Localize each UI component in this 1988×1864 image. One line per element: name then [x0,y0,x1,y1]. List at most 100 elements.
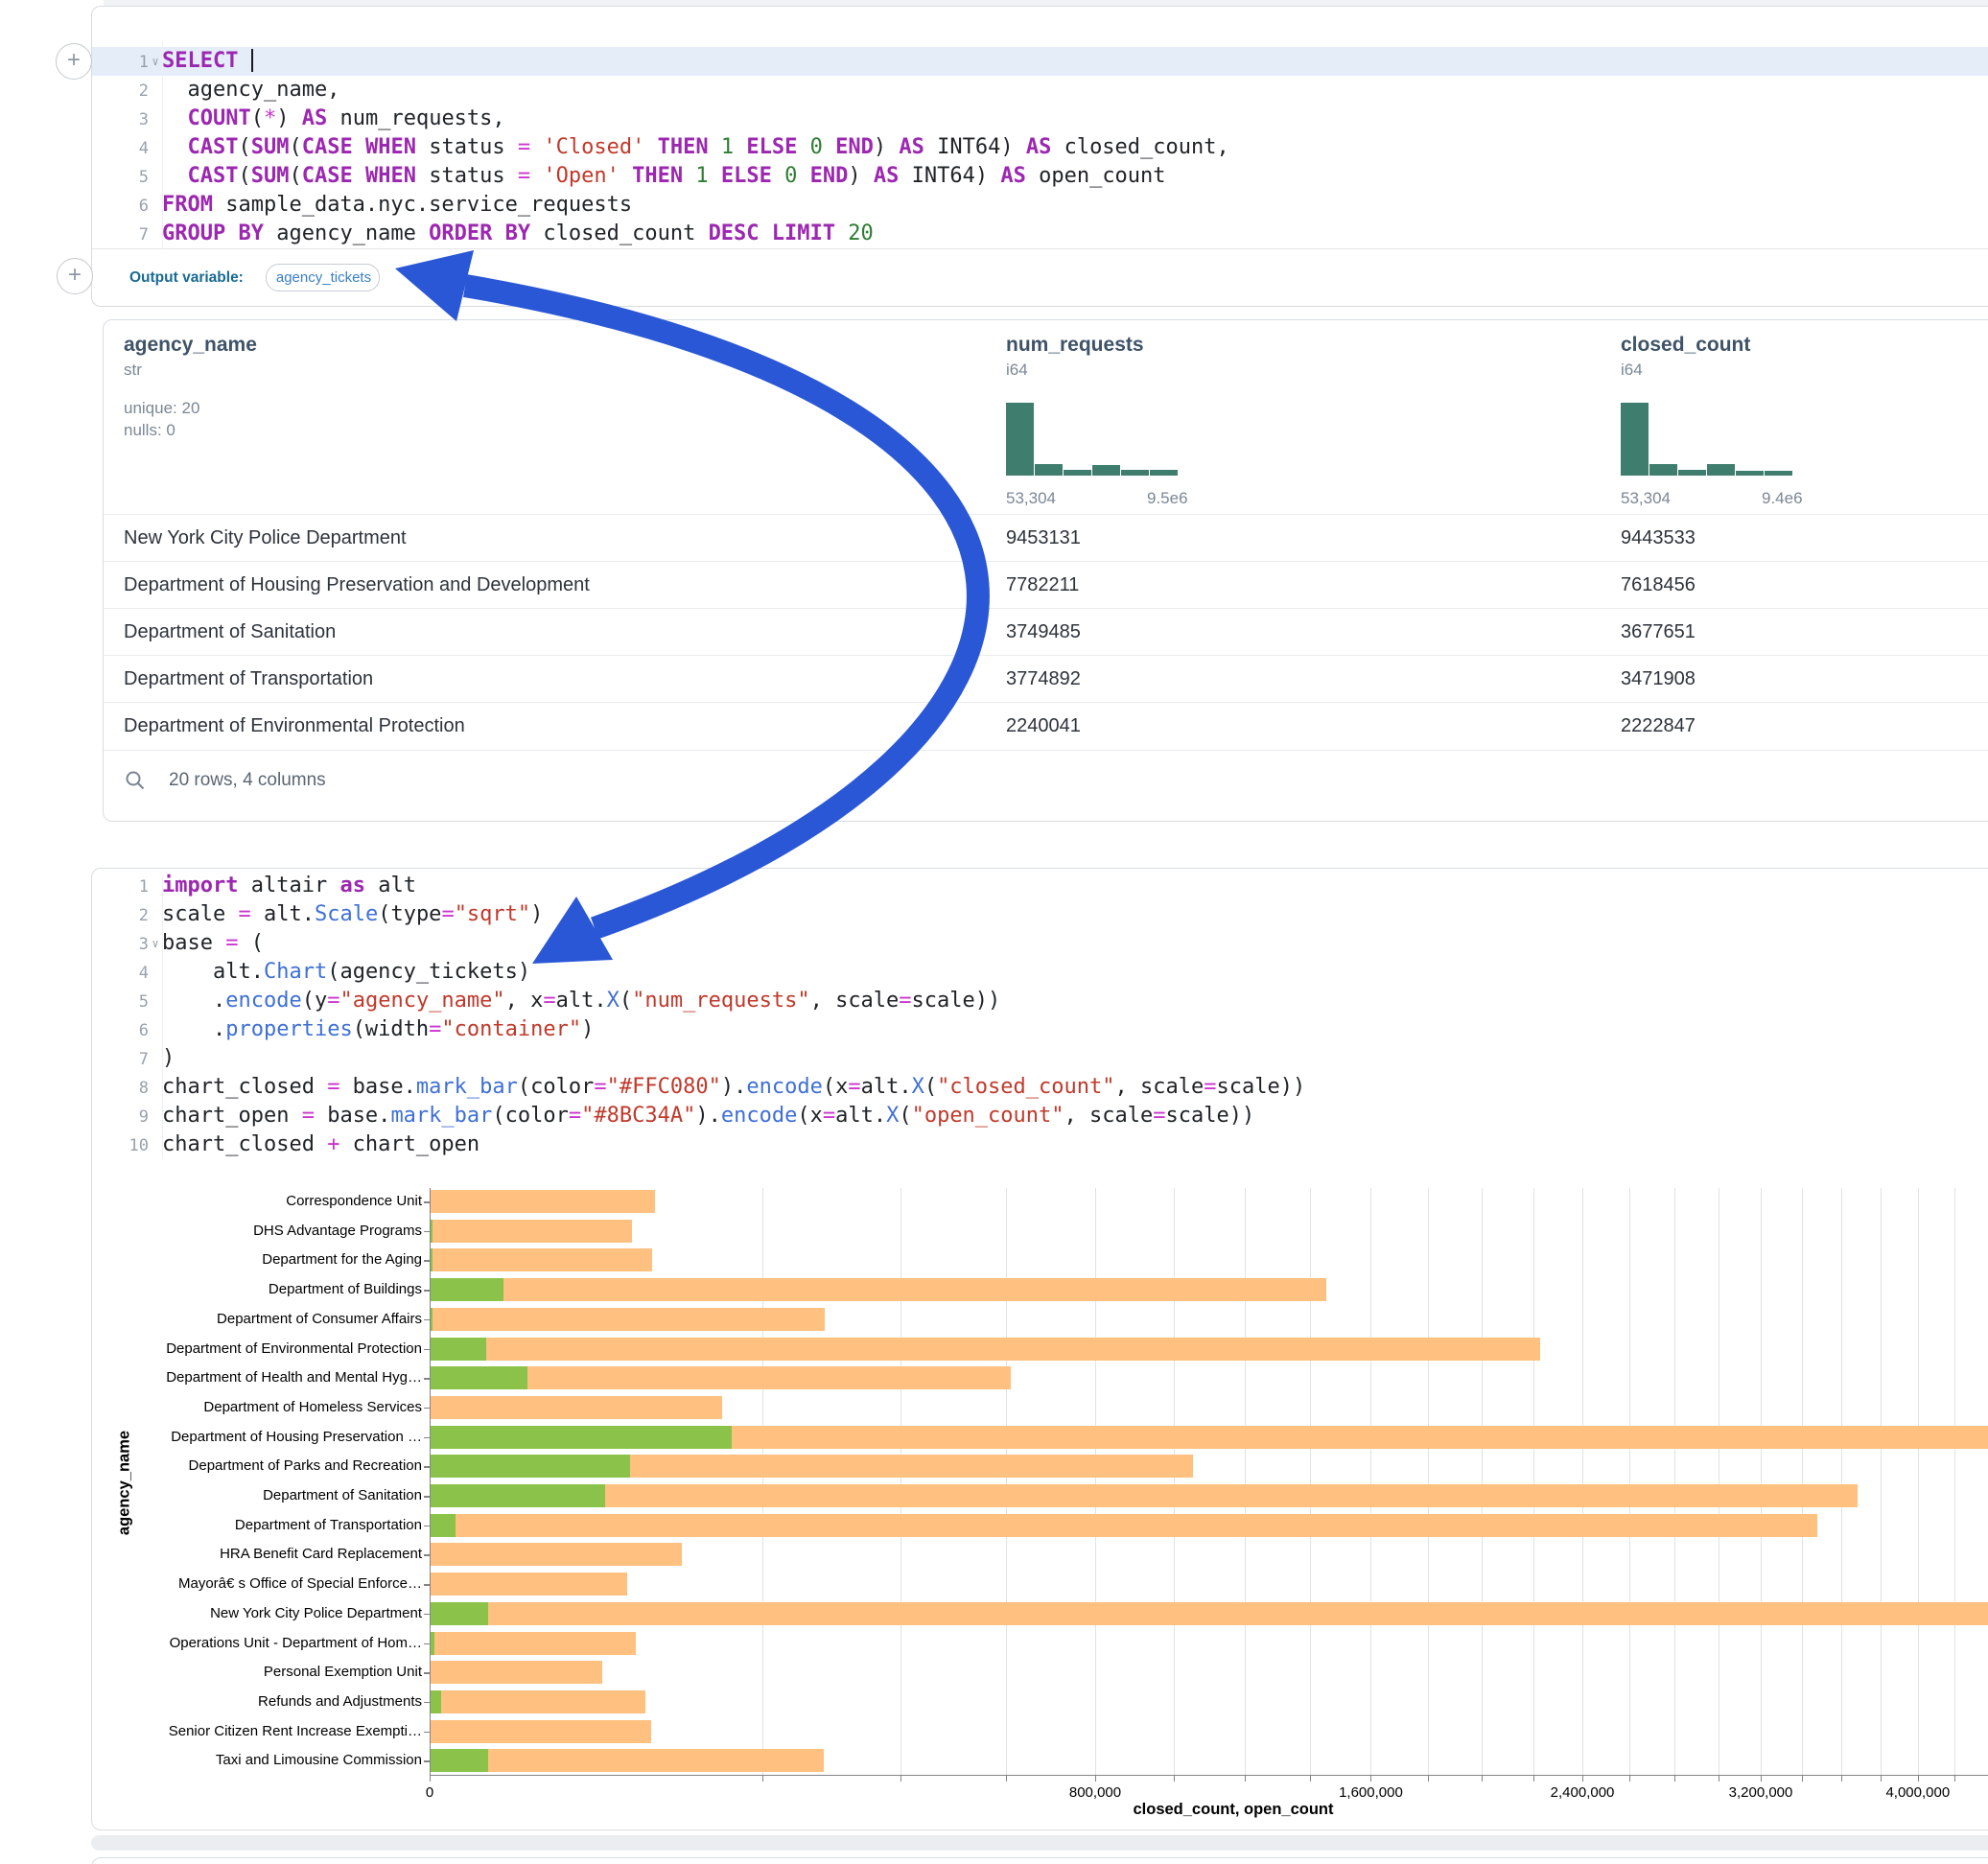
code-token: THEN [657,135,709,159]
y-axis-label: Mayorâ€ s Office of Special Enforce… [177,1575,422,1593]
table-cell: Department of Housing Preservation and D… [124,574,590,595]
table-cell: Department of Sanitation [124,621,337,642]
code-token [772,164,784,188]
code-token [709,135,721,159]
code-token: "container" [441,1017,582,1041]
code-token: CASE [301,164,353,188]
bar-open [431,1278,504,1302]
y-axis-label: Correspondence Unit [286,1193,422,1209]
table-cell: 9443533 [1621,527,1696,548]
gridline [1761,1188,1762,1775]
code-token [835,221,848,245]
y-tick [424,1230,430,1233]
y-axis-label: Refunds and Adjustments [258,1692,422,1710]
column-type: str [124,361,142,379]
code-token: = [441,902,455,926]
bar-open [431,1248,433,1272]
code-token: = [517,135,531,159]
gridline [1310,1188,1312,1775]
code-token [162,106,188,130]
bar-closed [431,1248,653,1272]
y-tick [424,1466,430,1468]
x-tick [1310,1775,1312,1782]
add-cell-button-top[interactable]: + [56,43,92,80]
collapsed-cell-strip[interactable] [91,1835,1988,1851]
code-token [530,164,543,188]
bar-closed [431,1190,656,1213]
y-tick [424,1436,430,1439]
bar-closed [431,1307,825,1331]
line-number: 3 [138,110,149,129]
histogram-bar [1006,403,1034,476]
code-line[interactable]: 8 chart_closed = base.mark_bar(color="#FF… [92,1073,1988,1102]
gridline [1917,1188,1919,1775]
code-token: AS [1000,164,1026,188]
y-tick [424,1407,430,1410]
bar-open [431,1484,605,1507]
y-axis-label: Department of Buildings [268,1281,422,1298]
collapse-caret-icon[interactable] [149,47,162,76]
table-cell: 3471908 [1621,668,1696,689]
code-line[interactable]: 6 .properties(width="container") [92,1015,1988,1044]
code-line[interactable]: 3 COUNT(*) AS num_requests, [92,105,1988,133]
python-cell[interactable]: 1 import altair as alt 2 scale = alt.Scale(… [91,868,1988,1830]
line-number: 10 [129,1136,149,1155]
code-token: altair [238,874,340,897]
table-row: Department of Transportation 3774892 34719… [104,655,1988,703]
code-token: as [339,874,365,897]
search-icon[interactable] [124,769,147,792]
y-axis-label: Taxi and Limousine Commission [215,1752,422,1769]
bar-closed [431,1278,1327,1302]
code-line[interactable]: 5 CAST(SUM(CASE WHEN status = 'Open' THE… [92,162,1988,191]
y-tick [424,1496,430,1498]
code-line[interactable]: 7 GROUP BY agency_name ORDER BY closed_co… [92,220,1988,248]
code-token: AS [873,164,900,188]
code-line[interactable]: 2 agency_name, [92,76,1988,105]
code-token: scale [162,902,239,926]
gridline [1629,1188,1631,1775]
code-line[interactable]: 1 SELECT [92,47,1988,76]
code-token: = [327,1075,340,1099]
output-variable-pill[interactable]: agency_tickets [265,264,380,291]
table-cell: 7782211 [1006,574,1080,595]
x-tick [1532,1775,1534,1782]
code-token: alt. [860,1075,912,1099]
code-line[interactable]: 3 base = ( [92,929,1988,958]
code-line[interactable]: 6 FROM sample_data.nyc.service_requests [92,191,1988,220]
x-tick [762,1775,763,1782]
y-axis-label: New York City Police Department [210,1604,422,1621]
code-token: alt. [250,902,315,926]
code-token: ( [899,1104,912,1128]
y-tick [424,1643,430,1644]
gutter-divider [162,41,163,248]
bar-open [431,1366,528,1390]
bar-closed [431,1631,636,1655]
y-axis-label: Department of Transportation [234,1516,422,1533]
gridline [762,1188,763,1775]
python-code-editor[interactable]: 1 import altair as alt 2 scale = alt.Scale(… [92,872,1988,1159]
histogram-bar [1121,469,1149,476]
code-line[interactable]: 7) [92,1044,1988,1073]
code-token: ( [238,931,264,955]
sql-code-editor[interactable]: 1SELECT 2 agency_name,3 COUNT(*) AS num_… [92,47,1988,248]
bar-open [431,1219,433,1243]
code-line[interactable]: 9 chart_open = base.mark_bar(color="#8BC3… [92,1102,1988,1130]
x-tick [1801,1775,1803,1782]
code-token: "agency_name" [339,989,505,1013]
code-line[interactable]: 4 CAST(SUM(CASE WHEN status = 'Closed' T… [92,133,1988,162]
code-token [238,49,250,73]
add-cell-button-middle[interactable]: + [57,258,93,294]
code-token: scale)) [911,989,1001,1013]
code-line[interactable]: 5 .encode(y="agency_name", x=alt.X("num_… [92,987,1988,1015]
code-token: THEN [632,164,684,188]
code-line[interactable]: 1 import altair as alt [92,872,1988,900]
sql-cell[interactable]: 1SELECT 2 agency_name,3 COUNT(*) AS num_… [91,6,1988,307]
code-token: WHEN [364,135,416,159]
code-token: status [415,135,518,159]
code-token: ORDER BY [429,221,531,245]
code-token: encode [225,989,302,1013]
code-line[interactable]: 4 alt.Chart(agency_tickets) [92,958,1988,987]
code-line[interactable]: 10 chart_closed + chart_open [92,1130,1988,1159]
output-variable-row: Output variable: agency_tickets [92,248,1988,306]
bar-open [431,1631,435,1655]
